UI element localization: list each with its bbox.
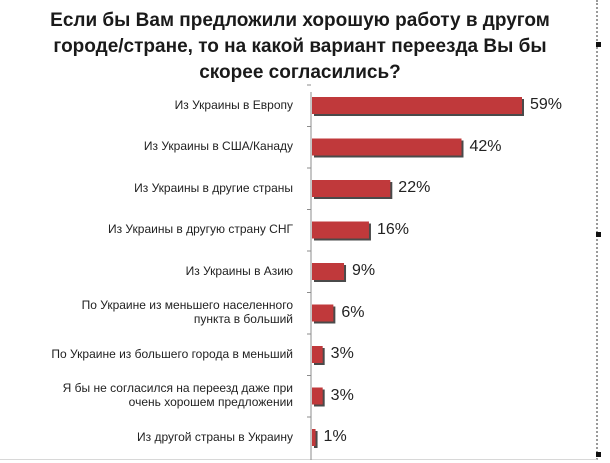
bar-shadow (314, 431, 318, 448)
bar (312, 180, 391, 197)
chart-title-line: городе/стране, то на какой вариант перее… (53, 36, 547, 57)
value-label: 42% (469, 137, 502, 155)
bar (312, 138, 462, 156)
category-label: Из Украины в другую страну СНГ (107, 222, 293, 236)
value-label: 16% (376, 220, 409, 238)
chart-frame (0, 0, 598, 460)
value-label: 3% (330, 345, 354, 362)
bar (312, 387, 323, 405)
resize-handle-right[interactable] (596, 232, 601, 237)
value-label: 1% (323, 428, 347, 445)
value-label: 22% (398, 179, 431, 196)
bar (312, 263, 345, 280)
category-label: По Украине из меньшего населенного пункта… (81, 298, 293, 326)
category-label: Из другой страны в Украину (137, 429, 293, 444)
bar (312, 97, 522, 114)
resize-handle-bottom-right[interactable] (596, 452, 601, 457)
value-label: 59% (530, 96, 563, 113)
value-label: 6% (341, 303, 365, 321)
value-label: 3% (330, 386, 354, 404)
category-label: Из Украины в США/Канаду (143, 139, 293, 153)
value-label: 9% (352, 262, 376, 279)
category-label: Из Украины в Азию (185, 263, 293, 278)
category-label: Из Украины в Европу (174, 97, 293, 112)
resize-handle-top-right[interactable] (596, 42, 601, 47)
bar (312, 429, 316, 446)
chart-title-line: Если бы Вам предложили хорошую работу в … (50, 10, 550, 31)
bar (312, 221, 369, 239)
category-label: Я бы не согласился на переезд даже при оч… (62, 381, 293, 409)
category-label: По Украине из большего города в меньший (51, 346, 293, 361)
bar (312, 346, 323, 363)
bar (312, 304, 334, 322)
category-label: Из Украины в другие страны (134, 180, 293, 195)
chart-title: Если бы Вам предложили хорошую работу в … (40, 8, 560, 86)
chart-title-line: скорее согласились? (199, 62, 401, 83)
